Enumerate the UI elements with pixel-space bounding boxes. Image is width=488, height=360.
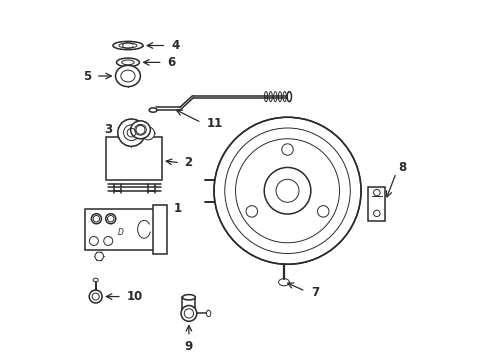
Text: 5: 5 [83, 69, 91, 82]
Text: 4: 4 [171, 39, 179, 52]
Ellipse shape [130, 121, 150, 139]
Circle shape [264, 167, 310, 214]
Ellipse shape [89, 237, 98, 246]
Circle shape [373, 210, 379, 217]
Circle shape [93, 216, 100, 222]
Bar [153, 205, 167, 253]
Text: 8: 8 [397, 161, 406, 174]
Bar [85, 209, 165, 250]
Bar [182, 297, 195, 312]
Circle shape [317, 206, 328, 217]
Circle shape [373, 189, 379, 196]
Ellipse shape [103, 237, 112, 246]
Ellipse shape [206, 310, 210, 317]
Bar [106, 137, 162, 180]
Ellipse shape [91, 214, 101, 224]
Ellipse shape [116, 58, 139, 67]
Ellipse shape [149, 108, 157, 112]
Circle shape [245, 206, 257, 217]
Text: D: D [118, 228, 123, 237]
Text: 11: 11 [206, 117, 223, 130]
Ellipse shape [182, 294, 195, 300]
Circle shape [214, 117, 360, 264]
Circle shape [118, 119, 145, 146]
Ellipse shape [93, 278, 98, 282]
Text: 3: 3 [103, 123, 112, 136]
Text: 2: 2 [184, 156, 192, 169]
Text: 6: 6 [167, 56, 175, 69]
Text: 1: 1 [173, 202, 181, 215]
Circle shape [181, 306, 196, 321]
Circle shape [95, 252, 103, 261]
Circle shape [107, 216, 114, 222]
Ellipse shape [115, 66, 140, 87]
Ellipse shape [286, 91, 291, 102]
Circle shape [89, 290, 102, 303]
Ellipse shape [105, 214, 116, 224]
Text: 10: 10 [126, 290, 142, 303]
Ellipse shape [113, 41, 142, 50]
Bar [367, 187, 385, 221]
Circle shape [142, 127, 154, 140]
Text: 9: 9 [184, 340, 193, 353]
Circle shape [281, 144, 293, 155]
Ellipse shape [122, 60, 134, 65]
Text: 7: 7 [310, 286, 318, 299]
